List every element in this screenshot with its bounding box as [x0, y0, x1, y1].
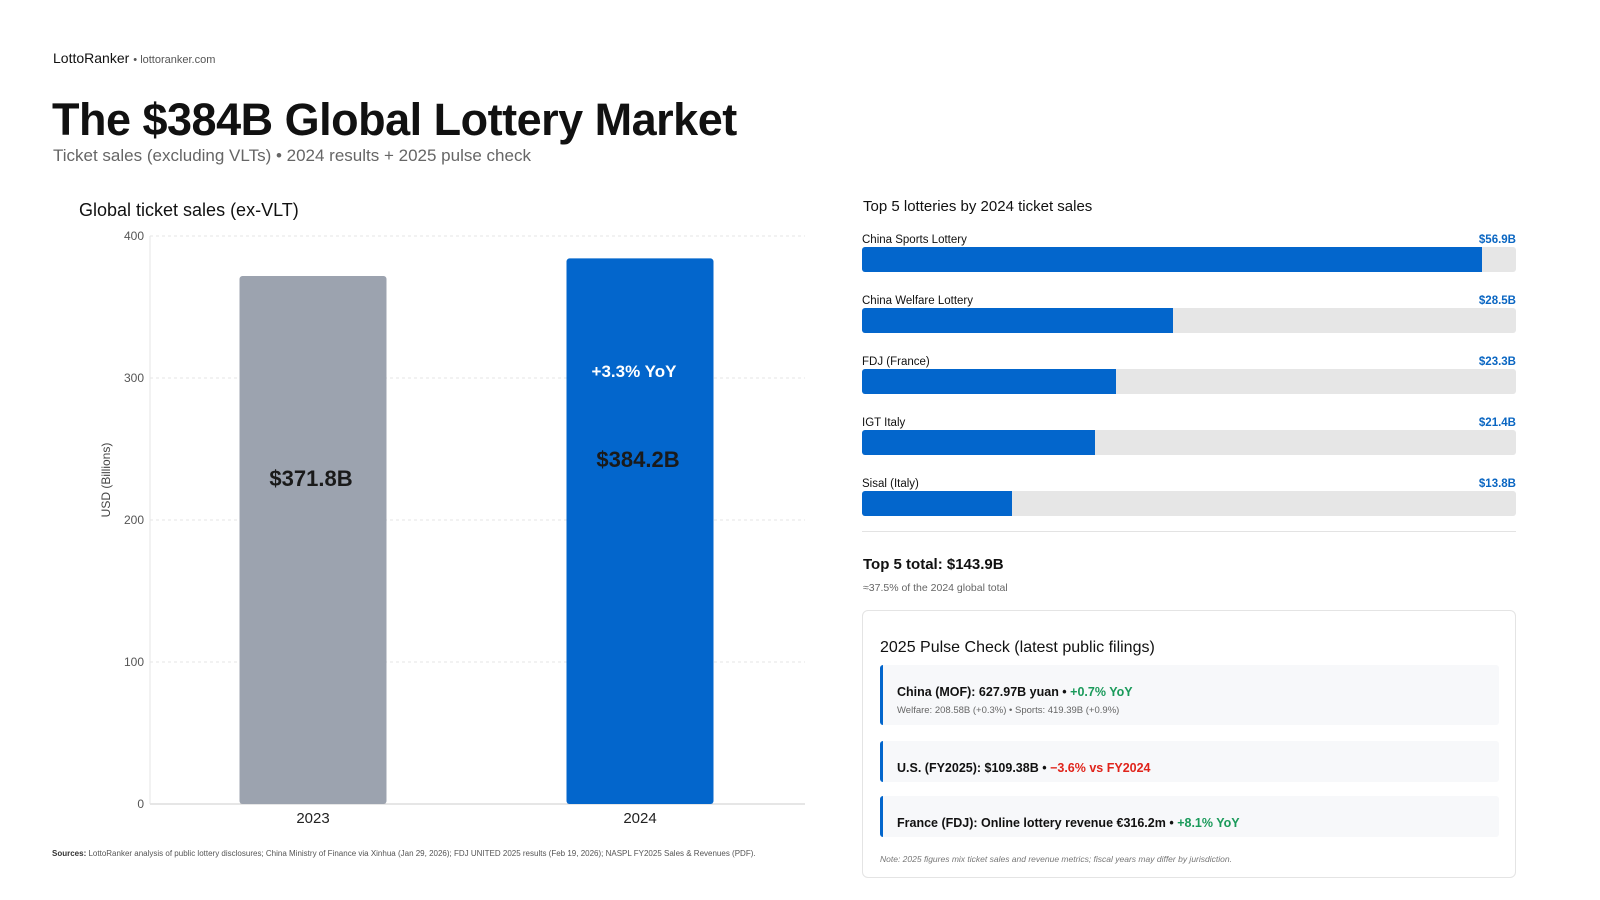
- x-tick-label: 2024: [623, 810, 656, 827]
- pulse-item-change: +8.1% YoY: [1177, 816, 1240, 830]
- lottery-name: Sisal (Italy): [862, 478, 919, 490]
- y-tick-label: 200: [124, 513, 144, 527]
- lottery-bar-fill: [862, 491, 1013, 516]
- lottery-value: $56.9B: [1478, 234, 1516, 246]
- top5-title: Top 5 lotteries by 2024 ticket sales: [863, 198, 1093, 215]
- lottery-bar-track: [862, 491, 1516, 516]
- pulse-item-france: France (FDJ): Online lottery revenue €31…: [880, 796, 1499, 837]
- lottery-row: IGT Italy $21.4B: [862, 417, 1516, 457]
- yoy-annotation: +3.3% YoY: [592, 362, 678, 381]
- pulse-item-text: France (FDJ): Online lottery revenue €31…: [897, 816, 1174, 830]
- brand-name: LottoRanker: [53, 50, 130, 66]
- pulse-title: 2025 Pulse Check (latest public filings): [880, 639, 1155, 656]
- y-tick-label: 100: [124, 655, 144, 669]
- lottery-value: $23.3B: [1478, 356, 1516, 368]
- brand-site: • lottoranker.com: [133, 54, 216, 66]
- lottery-name: FDJ (France): [862, 356, 930, 368]
- sources-text: LottoRanker analysis of public lottery d…: [88, 849, 756, 858]
- lottery-value: $21.4B: [1478, 417, 1516, 429]
- pulse-check-card: 2025 Pulse Check (latest public filings)…: [862, 610, 1516, 878]
- data-label: $384.2B: [596, 447, 679, 472]
- top5-total-share: ≈37.5% of the 2024 global total: [863, 582, 1008, 594]
- lottery-row: Sisal (Italy) $13.8B: [862, 478, 1516, 518]
- pulse-item-main: U.S. (FY2025): $109.38B • −3.6% vs FY202…: [897, 761, 1499, 775]
- lottery-bar-track: [862, 247, 1516, 272]
- lottery-bar-fill: [862, 369, 1116, 394]
- pulse-note: Note: 2025 figures mix ticket sales and …: [880, 854, 1232, 864]
- chart-title: Global ticket sales (ex-VLT): [79, 200, 299, 220]
- sources-footnote: Sources: LottoRanker analysis of public …: [52, 849, 756, 858]
- pulse-item-main: China (MOF): 627.97B yuan • +0.7% YoY: [897, 685, 1499, 699]
- y-axis-label: USD (Billions): [99, 443, 113, 518]
- lottery-row: China Sports Lottery $56.9B: [862, 234, 1516, 274]
- lottery-name: IGT Italy: [862, 417, 906, 429]
- lottery-row: China Welfare Lottery $28.5B: [862, 295, 1516, 335]
- lottery-bar-track: [862, 430, 1516, 455]
- pulse-item-main: France (FDJ): Online lottery revenue €31…: [897, 816, 1499, 830]
- bar-chart: 0 100 200 300 400 USD (Billions) 2023 $371.8B…: [99, 229, 805, 827]
- lottery-row: FDJ (France) $23.3B: [862, 356, 1516, 396]
- pulse-item-change: +0.7% YoY: [1070, 685, 1133, 699]
- lottery-name: China Welfare Lottery: [862, 295, 974, 307]
- brand: LottoRanker • lottoranker.com: [53, 50, 215, 66]
- bar-2023: [239, 276, 387, 804]
- pulse-item-us: U.S. (FY2025): $109.38B • −3.6% vs FY202…: [880, 741, 1499, 782]
- lottery-bar-fill: [862, 430, 1096, 455]
- y-tick-label: 300: [124, 371, 144, 385]
- top5-total: Top 5 total: $143.9B: [863, 556, 1004, 573]
- lottery-bar-track: [862, 369, 1516, 394]
- sources-label: Sources:: [52, 849, 87, 858]
- y-tick-label: 400: [124, 229, 144, 243]
- lottery-bar-fill: [862, 247, 1483, 272]
- page-title: The $384B Global Lottery Market: [52, 94, 737, 145]
- data-label: $371.8B: [269, 466, 352, 491]
- pulse-item-text: China (MOF): 627.97B yuan •: [897, 685, 1067, 699]
- y-tick-label: 0: [137, 797, 144, 811]
- bar-2024: [566, 258, 714, 804]
- lottery-bar-track: [862, 308, 1516, 333]
- lottery-name: China Sports Lottery: [862, 234, 967, 246]
- x-tick-label: 2023: [296, 810, 329, 827]
- lottery-value: $28.5B: [1478, 295, 1516, 307]
- divider: [862, 531, 1516, 532]
- page-subtitle: Ticket sales (excluding VLTs) • 2024 res…: [53, 146, 531, 165]
- pulse-item-china: China (MOF): 627.97B yuan • +0.7% YoY We…: [880, 665, 1499, 725]
- lottery-bar-fill: [862, 308, 1173, 333]
- pulse-item-text: U.S. (FY2025): $109.38B •: [897, 761, 1047, 775]
- lottery-value: $13.8B: [1478, 478, 1516, 490]
- pulse-item-change: −3.6% vs FY2024: [1050, 761, 1151, 775]
- pulse-item-detail: Welfare: 208.58B (+0.3%) • Sports: 419.3…: [897, 705, 1120, 716]
